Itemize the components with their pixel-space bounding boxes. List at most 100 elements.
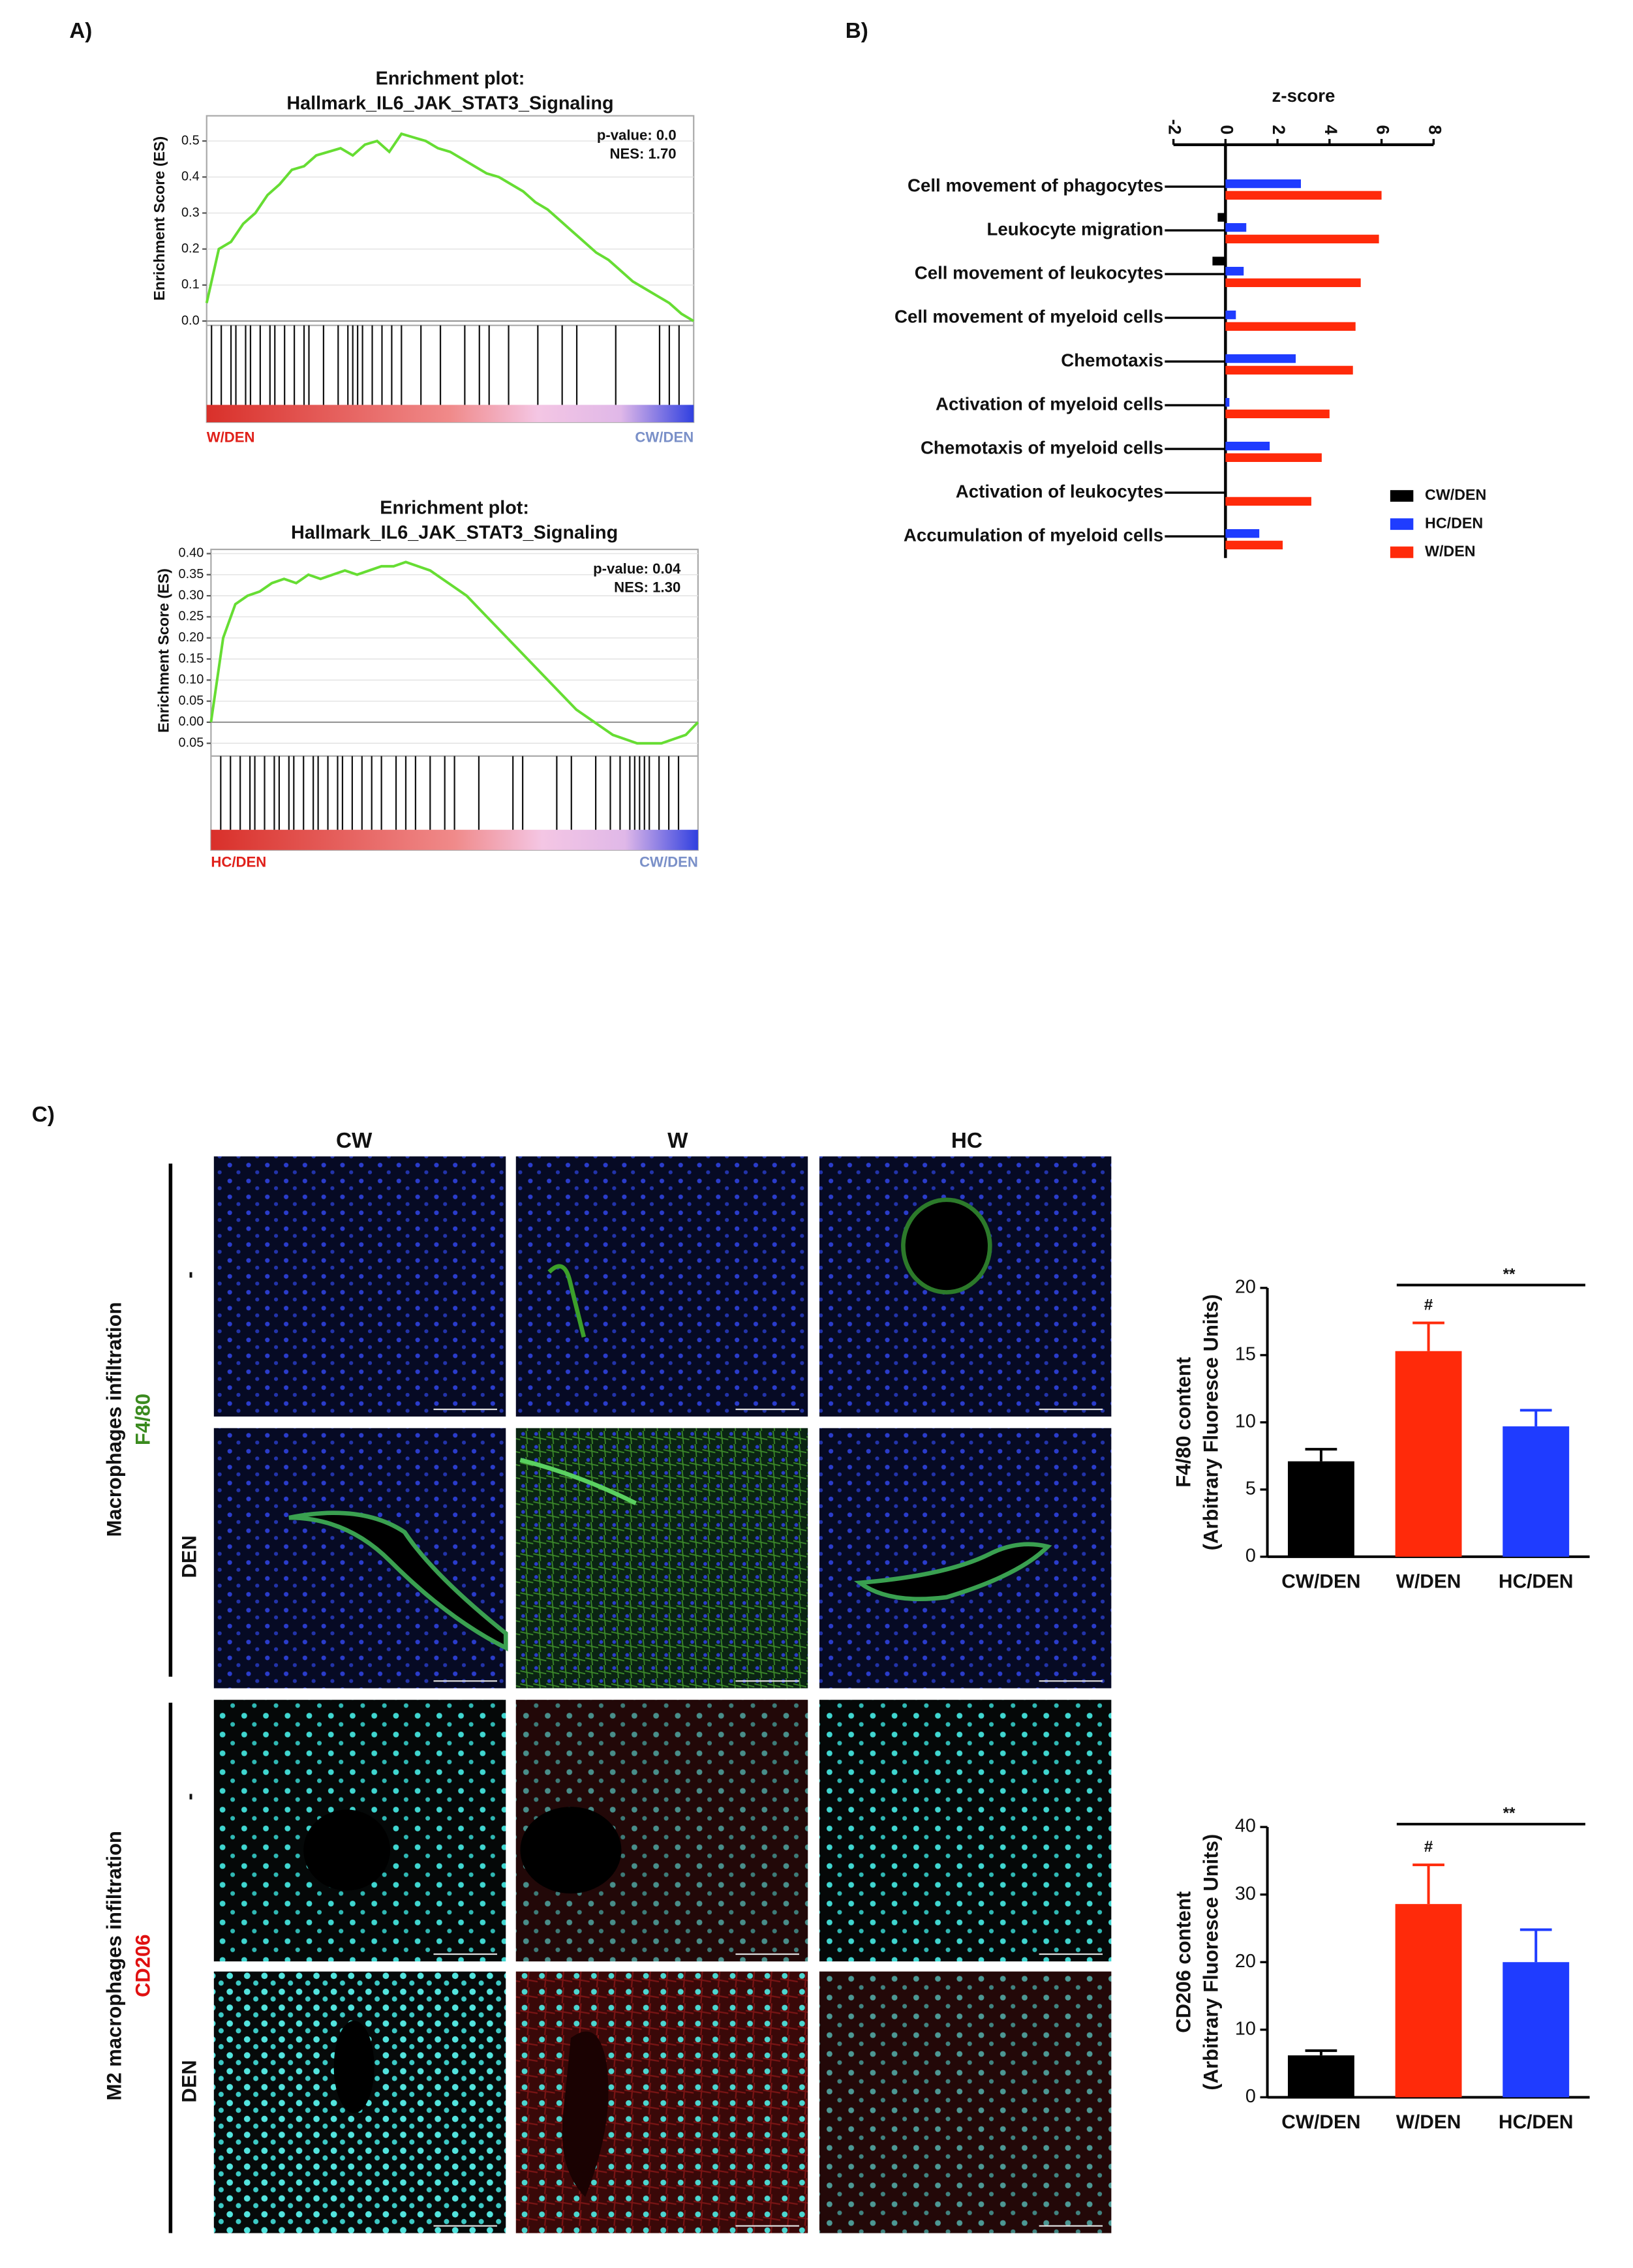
axis-title: z-score bbox=[1272, 85, 1335, 106]
y-tick-label: 0.05 bbox=[179, 735, 204, 750]
row-label: - bbox=[177, 1271, 202, 1278]
charts: Enrichment plot: Hallmark_IL6_JAK_STAT3_S… bbox=[151, 69, 1590, 2133]
category-label: Chemotaxis of myeloid cells bbox=[921, 437, 1163, 457]
phenotype-label: CW/DEN bbox=[639, 854, 698, 870]
bar bbox=[1225, 409, 1330, 418]
rank-gradient bbox=[206, 405, 694, 423]
error-bar bbox=[1412, 1863, 1444, 1905]
y-tick-label: 0.4 bbox=[181, 170, 200, 184]
column-label: HC bbox=[951, 1129, 983, 1153]
y-tick-label: 0.5 bbox=[181, 133, 200, 147]
x-tick-label: 2 bbox=[1269, 125, 1289, 135]
y-tick-label: 0.20 bbox=[179, 630, 204, 645]
bar bbox=[1225, 441, 1270, 451]
phenotype-label: CW/DEN bbox=[635, 429, 694, 445]
group-title: Macrophages infiltration bbox=[102, 1302, 125, 1537]
category-label: Leukocyte migration bbox=[986, 219, 1163, 239]
y-tick-label: 0.2 bbox=[181, 241, 200, 256]
y-axis-label: Enrichment Score (ES) bbox=[155, 568, 172, 733]
x-tick-label: 4 bbox=[1321, 125, 1341, 135]
vessel bbox=[853, 1542, 1052, 1602]
legend-swatch bbox=[1390, 546, 1414, 559]
bar bbox=[1225, 540, 1283, 550]
micrograph bbox=[515, 1428, 808, 1689]
x-tick-label: W/DEN bbox=[1396, 1571, 1461, 1593]
vessel bbox=[901, 1197, 992, 1295]
error-bar bbox=[1519, 1928, 1552, 1963]
y-tick-label: 10 bbox=[1235, 1411, 1256, 1432]
bar bbox=[1225, 222, 1247, 232]
annotation: NES: 1.30 bbox=[614, 579, 680, 596]
y-axis-label: (Arbitrary Fluoresce Units) bbox=[1200, 1834, 1223, 2091]
legend-label: W/DEN bbox=[1425, 543, 1476, 560]
scale-bars bbox=[433, 1408, 1103, 2227]
x-tick-label: -2 bbox=[1165, 119, 1185, 135]
micrographs: CW W HC Macrophages infiltration F4/80 M… bbox=[102, 1129, 1112, 2233]
bar bbox=[1225, 365, 1353, 375]
es-curve bbox=[205, 132, 695, 322]
vessel bbox=[562, 2031, 609, 2198]
vessel bbox=[333, 2020, 374, 2113]
micrograph bbox=[515, 1156, 808, 1417]
legend-label: HC/DEN bbox=[1425, 514, 1483, 531]
group-marker: F4/80 bbox=[132, 1394, 155, 1445]
category-label: Activation of myeloid cells bbox=[936, 393, 1163, 414]
category-label: Cell movement of myeloid cells bbox=[894, 306, 1163, 326]
y-axis-label: F4/80 content bbox=[1172, 1357, 1195, 1488]
stain bbox=[819, 1971, 1112, 2233]
y-tick-label: 20 bbox=[1235, 1951, 1256, 1972]
y-tick-label: 0.25 bbox=[179, 609, 204, 624]
column-label: W bbox=[667, 1129, 688, 1153]
plot-title: Enrichment plot: bbox=[380, 498, 529, 519]
y-tick-label: 10 bbox=[1235, 2018, 1256, 2039]
y-tick-label: 0.00 bbox=[179, 714, 204, 729]
micrograph bbox=[819, 1971, 1112, 2233]
x-tick-label: 8 bbox=[1425, 125, 1444, 135]
row-label: - bbox=[177, 1793, 202, 1800]
category-label: Cell movement of phagocytes bbox=[908, 175, 1163, 195]
bar bbox=[1225, 278, 1361, 287]
annotation: NES: 1.70 bbox=[609, 146, 676, 162]
y-tick-label: 0.10 bbox=[179, 673, 204, 687]
bar bbox=[1225, 310, 1236, 320]
micrograph bbox=[515, 1971, 808, 2233]
micrograph bbox=[213, 1428, 506, 1689]
bar bbox=[1503, 1426, 1570, 1557]
y-tick-label: 0 bbox=[1245, 1546, 1256, 1567]
bar bbox=[1287, 2055, 1354, 2098]
y-tick-label: 0.0 bbox=[181, 313, 200, 328]
phenotype-label: HC/DEN bbox=[211, 854, 266, 870]
y-axis-label: Enrichment Score (ES) bbox=[151, 136, 168, 301]
bar bbox=[1212, 256, 1226, 266]
y-tick-label: 0.3 bbox=[181, 206, 200, 220]
y-axis-label: CD206 content bbox=[1172, 1892, 1195, 2033]
legend-swatch bbox=[1390, 518, 1414, 530]
rank-gradient bbox=[211, 829, 698, 850]
error-bar bbox=[1305, 1448, 1337, 1462]
legend-swatch bbox=[1390, 490, 1414, 502]
legend-label: CW/DEN bbox=[1425, 486, 1486, 503]
bar bbox=[1225, 354, 1296, 363]
es-curve bbox=[209, 560, 699, 745]
y-tick-label: 15 bbox=[1235, 1344, 1256, 1365]
significance-marker: # bbox=[1424, 1838, 1433, 1856]
y-tick-label: 40 bbox=[1235, 1816, 1256, 1837]
row-label: DEN bbox=[178, 2060, 201, 2102]
micrograph bbox=[213, 1156, 506, 1417]
stain bbox=[519, 1458, 637, 1505]
y-tick-label: 0.35 bbox=[179, 567, 204, 581]
y-tick-label: 0.1 bbox=[181, 277, 200, 292]
stain bbox=[547, 1264, 587, 1338]
bar bbox=[1225, 529, 1260, 538]
group-title: M2 macrophages infiltration bbox=[102, 1831, 125, 2100]
micrograph bbox=[819, 1428, 1112, 1689]
category-label: Accumulation of myeloid cells bbox=[904, 525, 1163, 545]
bar bbox=[1225, 322, 1356, 331]
error-bar bbox=[1519, 1409, 1552, 1427]
phenotype-label: W/DEN bbox=[207, 429, 255, 445]
vessel bbox=[288, 1510, 508, 1651]
x-tick-label: 0 bbox=[1217, 125, 1236, 135]
bar bbox=[1287, 1461, 1354, 1557]
